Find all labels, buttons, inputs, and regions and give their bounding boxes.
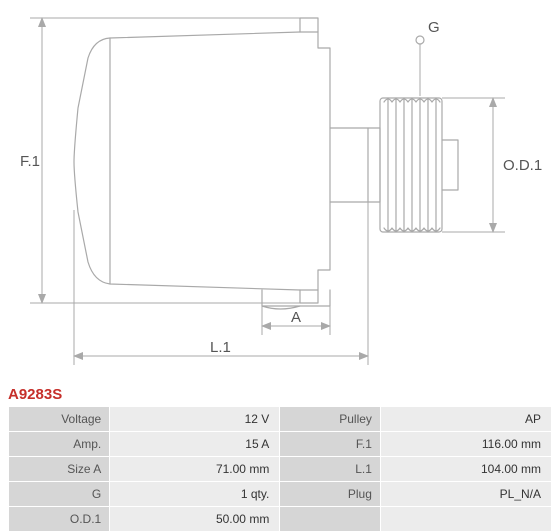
spec-label: L.1 xyxy=(280,457,381,482)
spec-label: Amp. xyxy=(9,432,110,457)
spec-table: Voltage 12 V Pulley AP Amp. 15 A F.1 116… xyxy=(8,406,552,532)
table-row: Voltage 12 V Pulley AP xyxy=(9,407,552,432)
spec-label: O.D.1 xyxy=(9,507,110,532)
spec-value: 116.00 mm xyxy=(380,432,551,457)
spec-label: G xyxy=(9,482,110,507)
spec-label: Pulley xyxy=(280,407,381,432)
table-row: O.D.1 50.00 mm xyxy=(9,507,552,532)
table-row: Amp. 15 A F.1 116.00 mm xyxy=(9,432,552,457)
table-row: Size A 71.00 mm L.1 104.00 mm xyxy=(9,457,552,482)
spec-value: 71.00 mm xyxy=(110,457,280,482)
spec-label: Plug xyxy=(280,482,381,507)
spec-value: 50.00 mm xyxy=(110,507,280,532)
spec-label: Size A xyxy=(9,457,110,482)
part-number: A9283S xyxy=(8,386,62,403)
page: F.1 O.D.1 A L.1 G A9283S Voltage 12 V Pu… xyxy=(0,0,560,529)
dim-label-a: A xyxy=(291,309,301,326)
spec-value: PL_N/A xyxy=(380,482,551,507)
dim-label-g: G xyxy=(428,19,440,36)
spec-value: 1 qty. xyxy=(110,482,280,507)
spec-value: 12 V xyxy=(110,407,280,432)
table-row: G 1 qty. Plug PL_N/A xyxy=(9,482,552,507)
spec-value-empty xyxy=(380,507,551,532)
dim-label-od1: O.D.1 xyxy=(503,157,542,174)
dim-label-l1: L.1 xyxy=(210,339,231,356)
spec-label: F.1 xyxy=(280,432,381,457)
spec-label-empty xyxy=(280,507,381,532)
spec-value: 15 A xyxy=(110,432,280,457)
technical-drawing: F.1 O.D.1 A L.1 G xyxy=(0,0,560,380)
spec-value: 104.00 mm xyxy=(380,457,551,482)
spec-label: Voltage xyxy=(9,407,110,432)
dim-label-f1: F.1 xyxy=(20,153,40,170)
spec-value: AP xyxy=(380,407,551,432)
